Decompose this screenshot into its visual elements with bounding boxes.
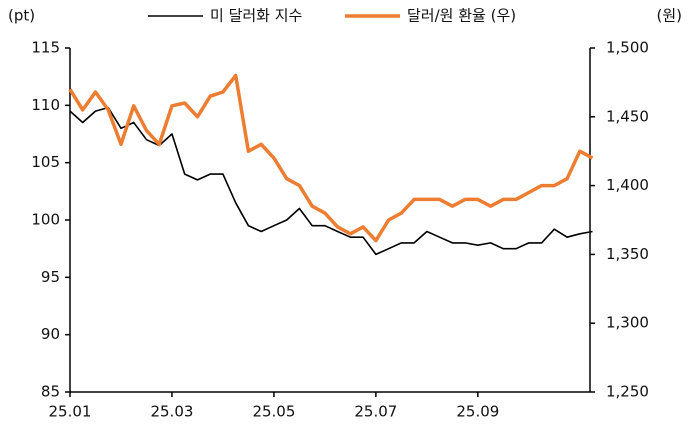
y-tick-label: 110 [31,96,60,114]
series-line [69,106,593,256]
y2-tick-label: 1,350 [606,245,649,263]
x-tick-label: 25.05 [252,403,295,421]
y-tick-label: 100 [31,211,60,229]
legend-label: 달러/원 환율 (우) [407,7,516,25]
series-line [68,73,594,243]
y2-tick-label: 1,300 [606,314,649,332]
y2-tick-label: 1,500 [606,39,649,57]
y-tick-label: 95 [41,268,60,286]
x-tick-label: 25.01 [49,403,92,421]
x-tick-label: 25.07 [354,403,397,421]
y2-tick-label: 1,450 [606,107,649,125]
y-tick-label: 85 [41,383,60,401]
x-tick-label: 25.03 [150,403,193,421]
y-tick-label: 105 [31,153,60,171]
y-tick-label: 90 [41,325,60,343]
y2-axis-title: (원) [656,7,682,25]
y-axis-title: (pt) [8,7,35,25]
x-tick-label: 25.09 [456,403,499,421]
y-tick-label: 115 [31,39,60,57]
legend-label: 미 달러화 지수 [210,7,302,25]
y2-tick-label: 1,250 [606,383,649,401]
y2-tick-label: 1,400 [606,176,649,194]
